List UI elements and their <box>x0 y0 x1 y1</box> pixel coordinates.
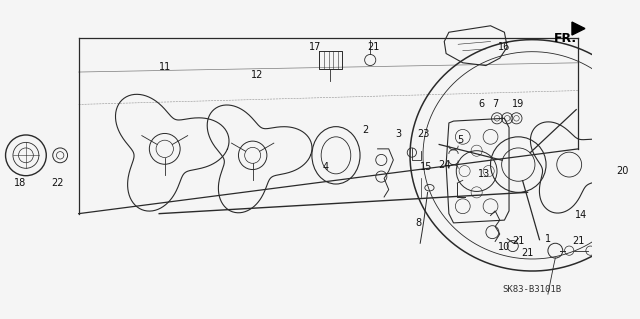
Text: 17: 17 <box>308 42 321 52</box>
Text: 21: 21 <box>572 236 585 246</box>
Text: 10: 10 <box>499 242 511 252</box>
Text: 8: 8 <box>415 218 421 228</box>
Text: 5: 5 <box>457 135 463 145</box>
Text: 3: 3 <box>395 129 401 139</box>
Text: 21: 21 <box>368 42 380 52</box>
Text: 14: 14 <box>575 211 588 220</box>
Text: 21: 21 <box>512 236 525 246</box>
Text: FR.: FR. <box>554 32 577 45</box>
Text: SK83-B3101B: SK83-B3101B <box>502 285 562 294</box>
Text: 1: 1 <box>545 234 551 244</box>
Text: 13: 13 <box>478 169 490 179</box>
Text: 11: 11 <box>159 63 171 72</box>
Text: 22: 22 <box>51 178 63 188</box>
Text: 12: 12 <box>251 70 264 80</box>
Text: 7: 7 <box>492 100 499 109</box>
Text: 18: 18 <box>14 178 26 188</box>
Text: 16: 16 <box>499 42 511 52</box>
Polygon shape <box>572 22 585 35</box>
Text: 2: 2 <box>362 125 369 135</box>
Text: 21: 21 <box>522 248 534 257</box>
Text: 15: 15 <box>420 162 432 172</box>
Text: 4: 4 <box>323 162 329 172</box>
Text: 24: 24 <box>438 160 451 170</box>
Text: 19: 19 <box>512 100 524 109</box>
Text: 20: 20 <box>616 166 628 176</box>
Text: 23: 23 <box>418 129 430 139</box>
Text: 6: 6 <box>478 100 484 109</box>
